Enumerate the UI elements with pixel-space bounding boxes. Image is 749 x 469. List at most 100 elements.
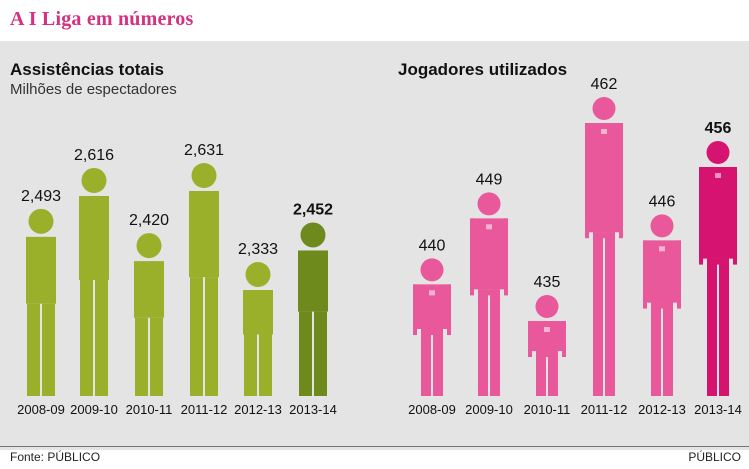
person-torso: [26, 236, 56, 304]
person-leg: [205, 277, 218, 396]
shirt-detail: [429, 290, 435, 296]
person-arm: [528, 321, 532, 357]
person-leg: [651, 302, 661, 396]
value-label: 440: [419, 237, 446, 254]
person-head: [28, 208, 54, 234]
person-figure: [643, 214, 681, 396]
person-arm: [470, 218, 474, 296]
person-figure: [528, 295, 566, 396]
value-label: 2,420: [129, 212, 169, 229]
person-leg: [707, 258, 717, 396]
charts-svg: Assistências totais Milhões de espectador…: [10, 60, 742, 417]
person-torso: [413, 284, 451, 329]
person-torso: [134, 261, 164, 318]
category-label: 2008-09: [408, 402, 456, 417]
person-leg: [42, 303, 55, 396]
person-head: [300, 222, 326, 248]
person-leg: [314, 311, 327, 396]
source-note: Fonte: PÚBLICO: [10, 450, 101, 464]
person-head: [136, 233, 162, 259]
person-torso: [643, 240, 681, 303]
value-label: 462: [591, 76, 618, 93]
person-leg: [299, 311, 312, 396]
person-torso: [79, 195, 109, 280]
person-leg: [663, 302, 673, 396]
person-figure: [243, 262, 273, 396]
person-figure: [298, 222, 328, 396]
person-head: [191, 163, 217, 188]
person-head: [592, 97, 616, 120]
person-leg: [548, 351, 558, 396]
person-head: [477, 192, 501, 216]
person-arm: [677, 240, 681, 309]
value-label: 2,616: [74, 147, 114, 164]
person-arm: [699, 167, 703, 265]
person-arm: [585, 123, 589, 239]
category-label: 2011-12: [581, 402, 628, 417]
category-label: 2013-14: [694, 402, 742, 417]
person-arm: [562, 321, 566, 357]
person-shorts: [651, 302, 673, 309]
value-label: 449: [476, 171, 503, 188]
person-leg: [490, 289, 500, 396]
page-title: A I Liga em números: [10, 8, 194, 30]
person-torso: [189, 191, 219, 278]
person-leg: [593, 232, 603, 396]
value-label: 2,333: [238, 241, 278, 258]
person-head: [420, 258, 444, 282]
person-leg: [150, 317, 163, 396]
person-arm: [733, 167, 737, 265]
chart-title: Assistências totais: [10, 60, 164, 79]
person-torso: [470, 218, 508, 290]
person-leg: [95, 279, 108, 396]
person-shorts: [536, 351, 558, 357]
person-leg: [135, 317, 148, 396]
person-torso: [298, 250, 328, 312]
value-label: 435: [534, 274, 561, 291]
shirt-detail: [486, 224, 492, 230]
person-head: [650, 214, 674, 238]
shirt-detail: [659, 246, 665, 252]
person-arm: [413, 284, 417, 335]
person-head: [245, 262, 271, 287]
person-leg: [27, 303, 40, 396]
person-figure: [189, 163, 219, 396]
person-leg: [536, 351, 546, 396]
person-head: [706, 141, 730, 164]
header: A I Liga em números: [0, 0, 749, 40]
category-label: 2011-12: [181, 402, 228, 417]
person-figure: [79, 167, 109, 396]
person-shorts: [707, 258, 729, 265]
person-leg: [478, 289, 488, 396]
person-torso: [585, 123, 623, 233]
person-shorts: [421, 329, 443, 335]
chart-subtitle: Milhões de espectadores: [10, 81, 177, 98]
value-label: 2,631: [184, 142, 224, 159]
person-figure: [134, 233, 164, 396]
person-torso: [699, 167, 737, 259]
person-arm: [643, 240, 647, 309]
category-label: 2013-14: [289, 402, 337, 417]
person-torso: [243, 290, 273, 335]
category-label: 2010-11: [126, 402, 173, 417]
person-figure: [585, 97, 623, 396]
person-figure: [699, 141, 737, 396]
category-label: 2012-13: [234, 402, 282, 417]
category-label: 2009-10: [465, 402, 513, 417]
value-label: 2,493: [21, 188, 61, 205]
shirt-detail: [544, 327, 550, 332]
person-leg: [605, 232, 615, 396]
brand-name: PÚBLICO: [688, 450, 741, 464]
value-label: 446: [649, 193, 676, 210]
shirt-detail: [601, 129, 607, 134]
category-label: 2010-11: [524, 402, 571, 417]
person-head: [81, 167, 107, 193]
value-label: 456: [705, 120, 732, 137]
person-figure: [413, 258, 451, 396]
person-leg: [259, 334, 272, 396]
person-arm: [619, 123, 623, 239]
person-shorts: [478, 289, 500, 296]
category-label: 2008-09: [17, 402, 65, 417]
category-label: 2009-10: [70, 402, 118, 417]
